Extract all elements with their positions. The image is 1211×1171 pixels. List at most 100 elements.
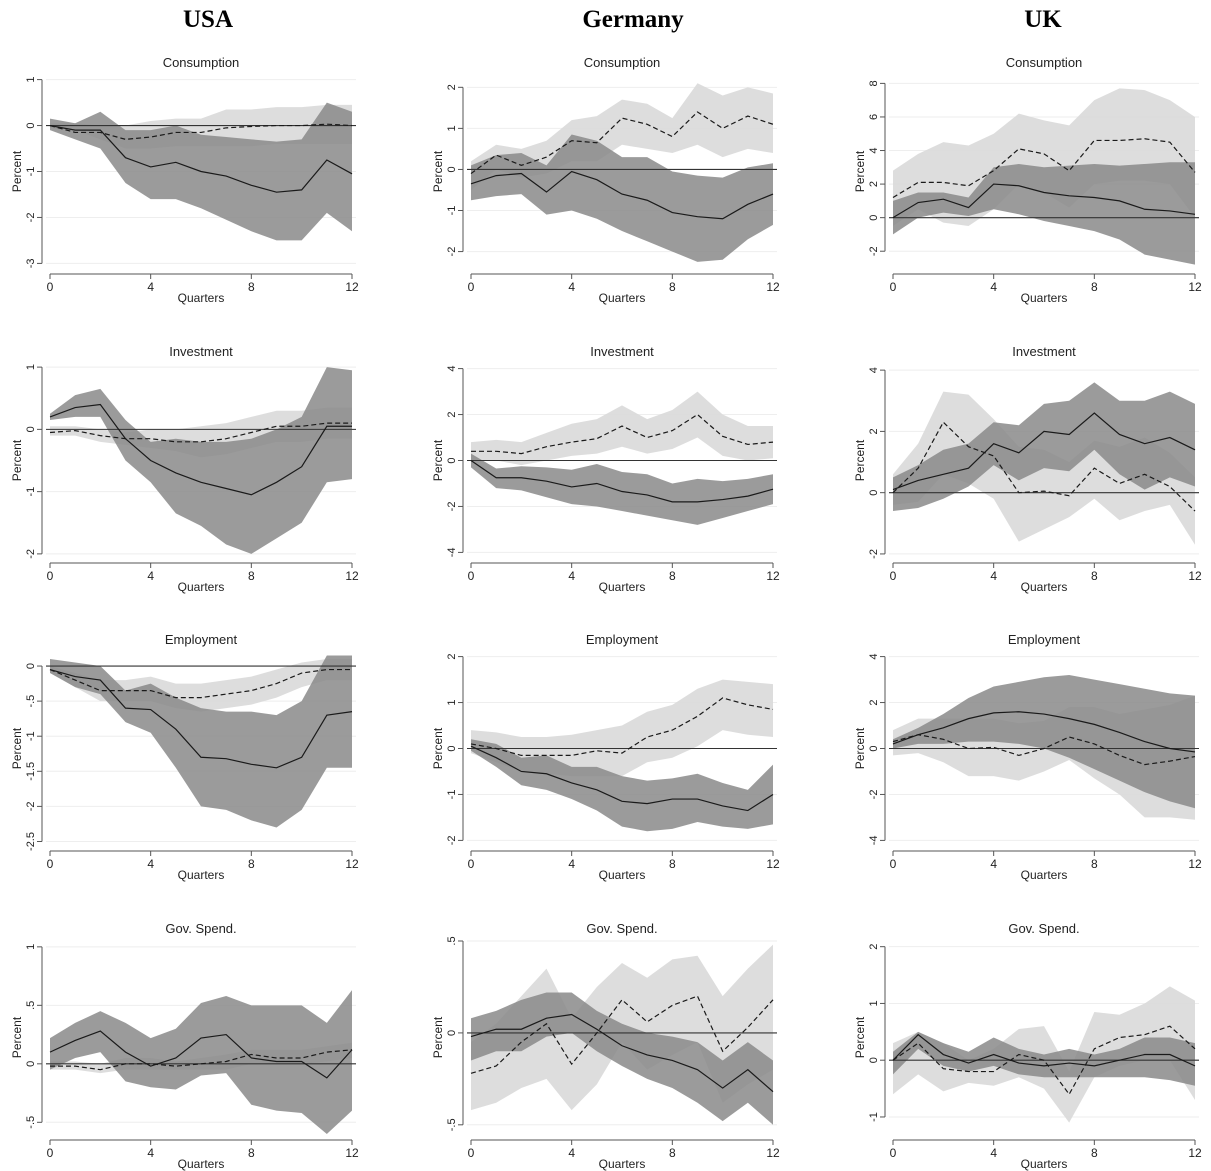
y-tick-label: -2: [446, 247, 458, 257]
x-tick-label: 0: [890, 857, 897, 871]
series-line-dashed: [892, 421, 1196, 512]
series-line-dashed: [470, 995, 774, 1074]
x-tick-label: 4: [568, 1146, 575, 1160]
y-axis-label: Percent: [431, 727, 445, 769]
x-tick-label: 0: [468, 1146, 475, 1160]
x-tick-label: 8: [248, 1146, 255, 1160]
x-tick-label: 8: [248, 280, 255, 294]
y-tick-label: 0: [868, 215, 880, 221]
y-tick-label: 0: [446, 1030, 458, 1036]
confidence-band-dashed: [471, 679, 773, 777]
panel-title: Employment: [586, 632, 659, 647]
y-axis-label: Percent: [853, 150, 867, 192]
series-line-dashed: [49, 123, 353, 140]
x-axis-label: Quarters: [178, 580, 225, 594]
x-axis-label: Quarters: [178, 1157, 225, 1171]
x-tick-label: 12: [345, 280, 359, 294]
y-tick-label: 1: [25, 944, 37, 950]
y-tick-label: -2: [446, 502, 458, 512]
x-tick-label: 4: [990, 857, 997, 871]
y-tick-label: -2: [25, 213, 37, 223]
x-axis-label: Quarters: [1021, 868, 1068, 882]
y-tick-label: -2: [25, 549, 37, 559]
series-line-dashed: [892, 1025, 1196, 1096]
y-tick-label: -.5: [446, 1118, 458, 1131]
x-tick-label: 8: [248, 857, 255, 871]
panel-uk-investment: Investment 4 2 0 -2 Percent 0 4 8 12 Quarters: [853, 344, 1202, 594]
y-tick-label: 0: [868, 1057, 880, 1063]
x-tick-label: 0: [47, 280, 54, 294]
series-line-dashed: [470, 111, 774, 175]
x-tick-label: 12: [345, 569, 359, 583]
x-axis-label: Quarters: [1021, 1157, 1068, 1171]
x-tick-label: 4: [147, 857, 154, 871]
x-tick-label: 4: [568, 857, 575, 871]
panel-title: Consumption: [163, 55, 240, 70]
y-tick-label: 0: [868, 490, 880, 496]
y-axis-label: Percent: [431, 439, 445, 481]
x-tick-label: 12: [766, 1146, 780, 1160]
x-axis-label: Quarters: [1021, 291, 1068, 305]
confidence-band-solid: [50, 655, 352, 828]
x-tick-label: 0: [468, 857, 475, 871]
y-tick-label: 0: [446, 166, 458, 172]
panel-title: Employment: [165, 632, 238, 647]
x-tick-label: 0: [47, 857, 54, 871]
series-line-dashed: [892, 138, 1196, 199]
panel-title: Investment: [590, 344, 654, 359]
panel-title: Investment: [1012, 344, 1076, 359]
y-tick-label: 4: [868, 367, 880, 373]
y-tick-label: -1: [25, 167, 37, 177]
x-tick-label: 12: [345, 857, 359, 871]
x-axis-label: Quarters: [599, 1157, 646, 1171]
y-axis-label: Percent: [10, 727, 24, 769]
x-tick-label: 4: [568, 569, 575, 583]
series-line-dashed: [49, 668, 352, 699]
y-tick-label: 2: [868, 699, 880, 705]
x-tick-label: 8: [1091, 857, 1098, 871]
panel-title: Gov. Spend.: [165, 921, 236, 936]
x-tick-label: 0: [890, 280, 897, 294]
panel-usa-consumption: Consumption 1 0 -1 -2 -3 Percent 0 4 8 12 Quarters: [10, 55, 359, 305]
y-tick-label: 2: [868, 428, 880, 434]
y-tick-label: -2: [446, 836, 458, 846]
panel-usa-investment: Investment 1 0 -1 -2 Percent 0 4 8 12 Quarters: [10, 344, 359, 594]
panel-title: Employment: [1008, 632, 1081, 647]
y-tick-label: 4: [446, 366, 458, 372]
y-tick-label: -1.5: [25, 762, 37, 781]
x-tick-label: 4: [147, 280, 154, 294]
x-axis-label: Quarters: [178, 868, 225, 882]
series-line-solid: [470, 745, 774, 812]
y-tick-label: 2: [868, 181, 880, 187]
confidence-band-solid: [50, 367, 352, 554]
x-tick-label: 12: [766, 569, 780, 583]
series-line-solid: [49, 124, 353, 193]
x-tick-label: 0: [890, 569, 897, 583]
x-tick-label: 8: [248, 569, 255, 583]
confidence-band-solid: [893, 674, 1195, 809]
x-tick-label: 4: [990, 1146, 997, 1160]
y-tick-label: 0: [446, 457, 458, 463]
confidence-band-solid: [471, 134, 773, 262]
series-line-solid: [470, 460, 774, 503]
y-tick-label: 0: [446, 745, 458, 751]
y-tick-label: -1: [25, 731, 37, 741]
y-tick-label: .5: [25, 1001, 37, 1010]
series-line-solid: [892, 412, 1196, 491]
y-tick-label: -1: [868, 1112, 880, 1122]
y-tick-label: 1: [25, 364, 37, 370]
y-axis-label: Percent: [431, 150, 445, 192]
x-tick-label: 12: [1188, 569, 1202, 583]
column-title-germany: Germany: [582, 6, 684, 33]
y-axis-label: Percent: [10, 439, 24, 481]
y-tick-label: 2: [446, 654, 458, 660]
y-tick-label: 6: [868, 114, 880, 120]
panel-title: Consumption: [1006, 55, 1083, 70]
x-tick-label: 4: [147, 1146, 154, 1160]
